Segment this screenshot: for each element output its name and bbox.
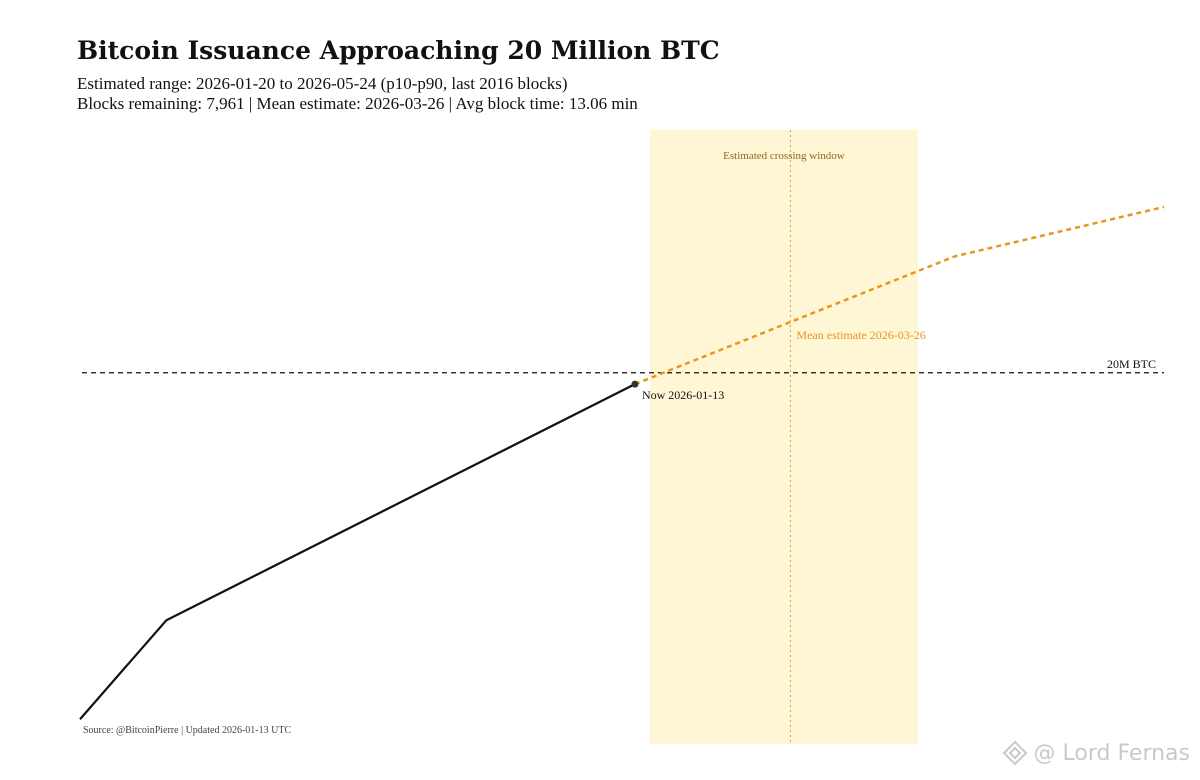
watermark: @ Lord Fernas — [1002, 740, 1190, 766]
now-label: Now 2026-01-13 — [642, 388, 724, 402]
diamond-logo-icon — [1002, 740, 1027, 766]
history-line — [79, 383, 636, 720]
projection-line — [634, 205, 1165, 386]
crossing-window-band — [650, 130, 918, 744]
source-note: Source: @BitcoinPierre | Updated 2026-01… — [83, 725, 291, 736]
crossing-window-label: Estimated crossing window — [723, 150, 845, 162]
mean-estimate-label: Mean estimate 2026-03-26 — [796, 328, 925, 342]
chart-title: Bitcoin Issuance Approaching 20 Million … — [77, 36, 720, 65]
now-marker — [631, 380, 639, 388]
watermark-text: @ Lord Fernas — [1033, 740, 1190, 766]
chart-subtitle-stats: Blocks remaining: 7,961 | Mean estimate:… — [77, 94, 638, 113]
chart-subtitle-range: Estimated range: 2026-01-20 to 2026-05-2… — [77, 74, 568, 93]
threshold-label: 20M BTC — [1107, 357, 1156, 371]
